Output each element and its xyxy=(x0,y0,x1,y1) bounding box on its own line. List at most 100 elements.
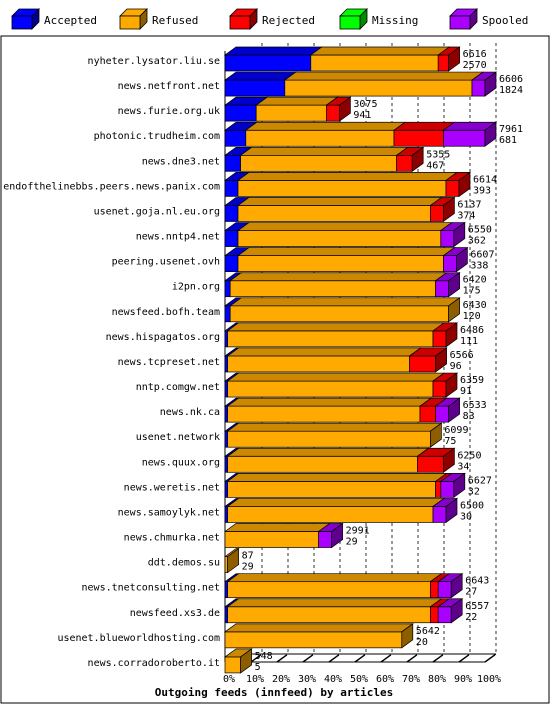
bar-end-side xyxy=(458,171,471,198)
bar-segment-rejected xyxy=(430,581,439,599)
bar-segment-spooled xyxy=(437,606,452,624)
bar-end-side xyxy=(401,623,414,649)
value-accepted: 75 xyxy=(444,436,456,447)
bar-segment-refused-top xyxy=(226,397,433,407)
row-label: news.hispagatos.org xyxy=(106,332,220,343)
x-tick-label: 50% xyxy=(350,674,368,685)
bar-segment-accepted xyxy=(224,405,228,423)
value-offered: 2991 xyxy=(346,526,370,537)
value-accepted: 32 xyxy=(468,486,480,497)
x-axis-label: Outgoing feeds (innfeed) by articles xyxy=(155,686,393,699)
x-tick xyxy=(302,654,314,663)
bar-segment-refused-top xyxy=(226,598,443,608)
bar-segment-accepted xyxy=(224,430,228,448)
x-tick-label: 30% xyxy=(298,674,316,685)
row-label: news.chmurka.net xyxy=(124,533,220,544)
row-label: news.nk.ca xyxy=(160,407,220,418)
bar-segment-refused xyxy=(227,405,421,423)
bar-segment-rejected xyxy=(445,180,460,197)
value-accepted: 5 xyxy=(255,662,261,673)
row-label: nyheter.lysator.liu.se xyxy=(88,56,220,67)
bar-segment-spooled xyxy=(437,581,452,599)
value-offered: 6566 xyxy=(450,350,474,361)
legend-swatch-accepted xyxy=(11,15,33,30)
bar-segment-accepted xyxy=(224,506,228,523)
bar-segment-refused-top xyxy=(236,172,459,181)
row-label: news.tnetconsulting.net xyxy=(82,583,220,594)
legend-swatch-refused xyxy=(119,15,141,30)
bar-segment-refused xyxy=(224,656,241,674)
bar-segment-rejected xyxy=(409,355,436,373)
row-label: news.nntp4.net xyxy=(136,232,220,243)
bar-segment-refused xyxy=(237,205,431,222)
x-tick-label: 70% xyxy=(402,674,420,685)
row-label: peering.usenet.ovh xyxy=(112,257,220,268)
value-offered: 6614 xyxy=(473,174,497,185)
bar-segment-refused xyxy=(229,280,436,298)
value-accepted: 20 xyxy=(416,637,428,648)
row-label: endofthelinebbs.peers.news.panix.com xyxy=(3,181,220,192)
value-offered: 6359 xyxy=(460,375,484,386)
x-tick-label: 100% xyxy=(477,674,501,685)
row-label: news.weretis.net xyxy=(124,482,220,493)
value-accepted: 96 xyxy=(450,361,462,372)
bar-end-side xyxy=(430,422,442,448)
bar-end-side xyxy=(484,121,497,147)
bar-segment-refused-top xyxy=(226,573,443,583)
bar-segment-refused-top xyxy=(239,146,409,156)
bar-segment-refused-top xyxy=(223,623,414,633)
bar-segment-refused-top xyxy=(226,473,448,482)
bar-segment-refused-top xyxy=(226,322,446,332)
bar-segment-accepted xyxy=(224,606,228,624)
bar-segment-refused xyxy=(237,180,447,197)
bar-segment-accepted xyxy=(224,54,312,72)
value-offered: 6616 xyxy=(463,49,487,60)
bar-segment-refused-top xyxy=(223,523,331,532)
bar-segment-spooled xyxy=(443,255,457,272)
bar-segment-accepted xyxy=(224,280,231,298)
bar-segment-accepted xyxy=(224,380,228,398)
value-accepted: 29 xyxy=(242,562,254,573)
value-accepted: 374 xyxy=(457,210,475,221)
value-offered: 6486 xyxy=(460,325,484,336)
value-offered: 6500 xyxy=(460,500,484,511)
legend-label-accepted: Accepted xyxy=(44,14,97,27)
value-accepted: 362 xyxy=(468,236,486,247)
bar-segment-refused xyxy=(227,506,434,523)
bar-end-side xyxy=(450,598,463,624)
bar-segment-refused-top xyxy=(226,447,430,457)
value-accepted: 1824 xyxy=(499,85,523,96)
bar-segment-refused xyxy=(227,430,431,448)
bar-segment-rejected xyxy=(396,154,413,172)
value-offered: 6533 xyxy=(463,400,487,411)
bar-segment-rejected xyxy=(435,481,442,498)
bar-segment-refused xyxy=(240,154,397,172)
row-label: photonic.trudheim.com xyxy=(94,131,220,142)
value-accepted: 91 xyxy=(460,386,472,397)
bar-segment-accepted-top xyxy=(223,46,323,56)
bar-end-side xyxy=(331,522,343,549)
x-tick xyxy=(406,654,418,663)
bar-segment-rejected xyxy=(432,330,447,348)
bar-segment-accepted xyxy=(224,255,239,272)
row-label: ddt.demos.su xyxy=(148,558,220,569)
plot-frame xyxy=(0,35,550,704)
legend: Accepted Refused Rejected Missing Spooled xyxy=(11,8,528,30)
row-label: news.quux.org xyxy=(142,457,220,468)
bar-segment-refused xyxy=(224,556,228,573)
value-offered: 6643 xyxy=(465,576,489,587)
value-offered: 6420 xyxy=(463,275,487,286)
value-offered: 6606 xyxy=(499,74,523,85)
value-offered: 6250 xyxy=(457,450,481,461)
value-offered: 548 xyxy=(255,651,273,662)
